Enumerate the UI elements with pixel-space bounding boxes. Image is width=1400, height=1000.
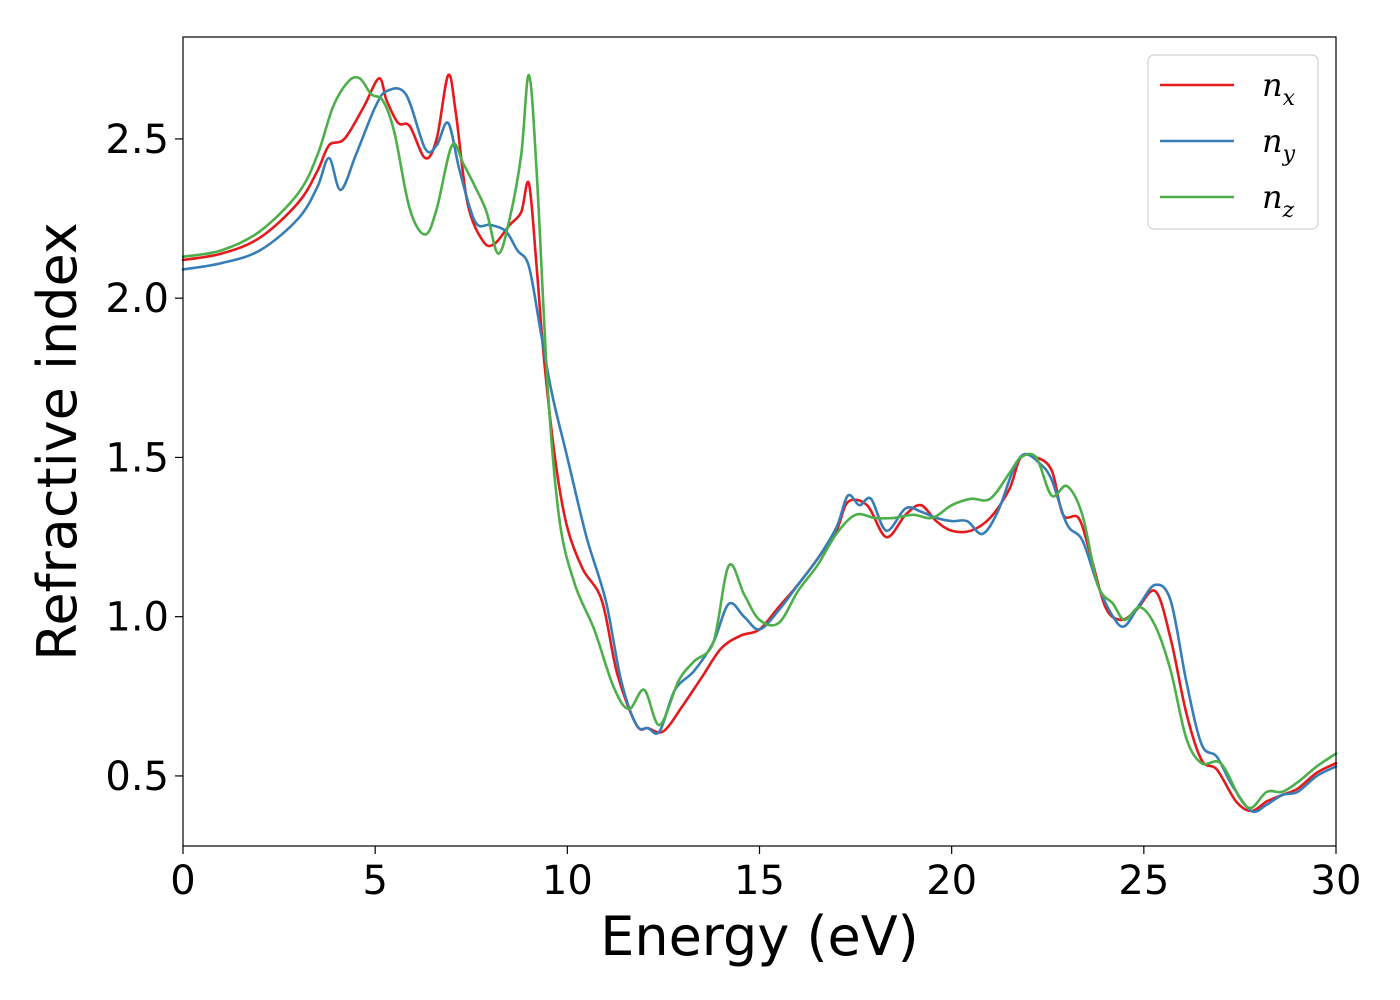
series-lines [181, 73, 1338, 814]
x-tick-label: 10 [542, 858, 593, 904]
x-tick-label: 20 [926, 858, 977, 904]
legend-label-n_z: nz [1262, 178, 1295, 223]
x-tick-label: 0 [170, 858, 195, 904]
x-tick-label: 30 [1311, 858, 1362, 904]
legend-label-n_y: ny [1262, 122, 1296, 167]
y-tick-label: 1.0 [105, 595, 169, 641]
x-axis-label: Energy (eV) [600, 905, 919, 968]
y-axis-ticks: 0.5 1.0 1.5 2.0 2.5 [105, 117, 183, 800]
series-line-n_z [181, 73, 1338, 810]
x-tick-label: 25 [1118, 858, 1169, 904]
series-line-n_y [181, 87, 1338, 814]
x-tick-label: 5 [362, 858, 387, 904]
y-tick-label: 2.5 [105, 117, 169, 163]
y-tick-label: 2.0 [105, 276, 169, 322]
y-axis-label: Refractive index [26, 222, 89, 661]
legend: nx ny nz [1147, 54, 1319, 230]
x-tick-label: 15 [734, 858, 785, 904]
y-tick-label: 0.5 [105, 754, 169, 800]
legend-label-n_x: nx [1262, 66, 1296, 111]
x-axis-ticks: 0 5 10 15 20 25 30 [170, 846, 1361, 904]
y-tick-label: 1.5 [105, 435, 169, 481]
